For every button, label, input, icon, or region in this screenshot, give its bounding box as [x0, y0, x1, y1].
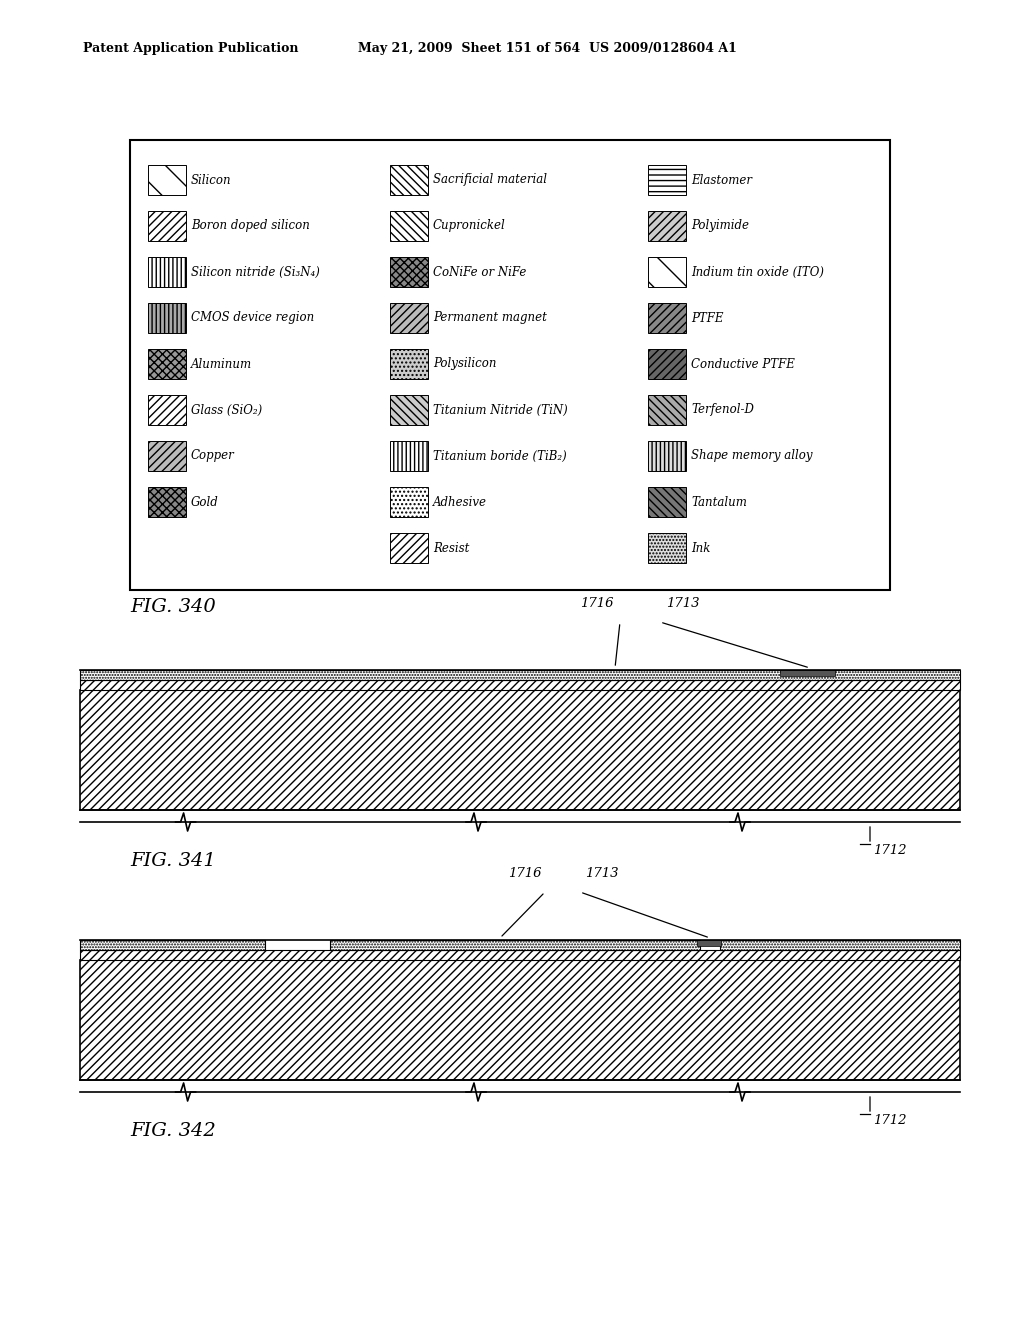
Bar	[148, 304, 186, 333]
Bar	[648, 304, 686, 333]
Text: Indium tin oxide (ITO): Indium tin oxide (ITO)	[691, 265, 824, 279]
Bar	[390, 257, 428, 286]
Bar	[390, 348, 428, 379]
Bar	[390, 395, 428, 425]
Text: Polyimide: Polyimide	[691, 219, 749, 232]
Text: Ink: Ink	[691, 541, 711, 554]
Bar	[130, 140, 890, 590]
Bar	[648, 395, 686, 425]
Bar	[148, 487, 186, 517]
Bar	[390, 487, 428, 517]
Bar	[390, 211, 428, 242]
Bar	[390, 533, 428, 564]
Bar	[330, 940, 700, 950]
Text: Resist: Resist	[433, 541, 469, 554]
Text: FIG. 340: FIG. 340	[130, 598, 216, 616]
Bar	[80, 960, 961, 1080]
Bar	[648, 211, 686, 242]
Text: Polysilicon: Polysilicon	[433, 358, 497, 371]
Text: Terfenol-D: Terfenol-D	[691, 404, 754, 417]
Text: Gold: Gold	[191, 495, 219, 508]
Bar	[648, 441, 686, 471]
Bar	[390, 441, 428, 471]
Bar	[148, 395, 186, 425]
Bar	[648, 533, 686, 564]
Text: FIG. 341: FIG. 341	[130, 851, 216, 870]
Bar	[80, 690, 961, 810]
Text: Silicon nitride (Si₃N₄): Silicon nitride (Si₃N₄)	[191, 265, 319, 279]
Bar	[697, 940, 721, 946]
Bar	[390, 165, 428, 195]
Text: May 21, 2009  Sheet 151 of 564  US 2009/0128604 A1: May 21, 2009 Sheet 151 of 564 US 2009/01…	[358, 42, 737, 55]
Text: Cupronickel: Cupronickel	[433, 219, 506, 232]
Text: Shape memory alloy: Shape memory alloy	[691, 450, 812, 462]
Text: CoNiFe or NiFe: CoNiFe or NiFe	[433, 265, 526, 279]
Bar	[648, 257, 686, 286]
Text: 1716: 1716	[509, 867, 542, 880]
Text: Silicon: Silicon	[191, 173, 231, 186]
Bar	[390, 304, 428, 333]
Text: 1712: 1712	[873, 1114, 906, 1127]
Bar	[648, 348, 686, 379]
Bar	[780, 671, 835, 676]
Bar	[148, 441, 186, 471]
Bar	[80, 950, 961, 960]
Text: Permanent magnet: Permanent magnet	[433, 312, 547, 325]
Text: Copper: Copper	[191, 450, 234, 462]
Text: Conductive PTFE: Conductive PTFE	[691, 358, 795, 371]
Text: Boron doped silicon: Boron doped silicon	[191, 219, 310, 232]
Text: Patent Application Publication: Patent Application Publication	[83, 42, 299, 55]
Text: Titanium Nitride (TiN): Titanium Nitride (TiN)	[433, 404, 567, 417]
Bar	[648, 165, 686, 195]
Bar	[720, 940, 961, 950]
Text: Tantalum: Tantalum	[691, 495, 746, 508]
Text: 1712: 1712	[873, 843, 906, 857]
Text: Titanium boride (TiB₂): Titanium boride (TiB₂)	[433, 450, 566, 462]
Text: Sacrificial material: Sacrificial material	[433, 173, 547, 186]
Text: FIG. 342: FIG. 342	[130, 1122, 216, 1140]
Bar	[148, 165, 186, 195]
Text: Aluminum: Aluminum	[191, 358, 252, 371]
Bar	[648, 487, 686, 517]
Text: Glass (SiO₂): Glass (SiO₂)	[191, 404, 262, 417]
Bar	[148, 257, 186, 286]
Text: Adhesive: Adhesive	[433, 495, 487, 508]
Text: Elastomer: Elastomer	[691, 173, 752, 186]
Text: CMOS device region: CMOS device region	[191, 312, 314, 325]
Text: PTFE: PTFE	[691, 312, 724, 325]
Text: 1713: 1713	[666, 597, 699, 610]
Bar	[80, 940, 265, 950]
Bar	[80, 671, 961, 680]
Bar	[80, 680, 961, 690]
Bar	[148, 348, 186, 379]
Text: 1716: 1716	[581, 597, 614, 610]
Bar	[148, 211, 186, 242]
Text: 1713: 1713	[585, 867, 618, 880]
